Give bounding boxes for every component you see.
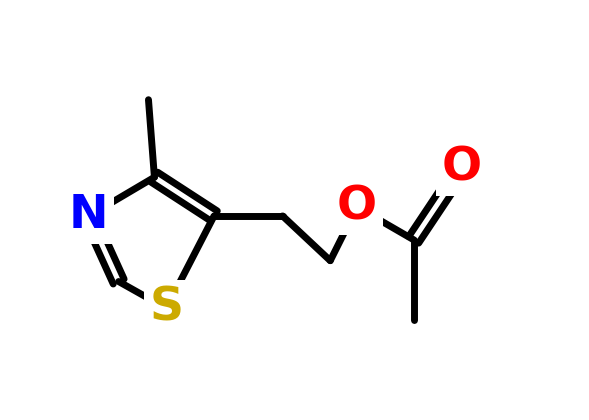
Text: O: O (441, 146, 481, 191)
Text: S: S (149, 286, 183, 331)
Text: N: N (69, 194, 109, 239)
Text: O: O (337, 184, 377, 229)
